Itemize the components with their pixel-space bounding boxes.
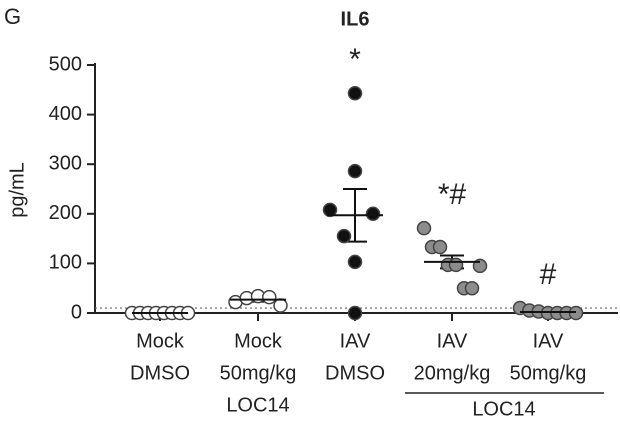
- data-point: [347, 254, 363, 270]
- x-tick-label: 50mg/kg: [510, 362, 587, 384]
- x-tick-label: Mock: [234, 330, 283, 352]
- y-tick-label: 0: [71, 301, 82, 323]
- y-tick-label: 200: [49, 202, 82, 224]
- data-point: [322, 202, 338, 218]
- x-tick-label: Mock: [136, 330, 185, 352]
- x-tick-label: IAV: [437, 330, 468, 352]
- data-point: [347, 305, 363, 321]
- y-tick-label: 300: [49, 152, 82, 174]
- data-point: [347, 163, 363, 179]
- data-point: [365, 206, 381, 222]
- x-tick-label: 50mg/kg: [220, 362, 297, 384]
- x-tick-label: DMSO: [325, 362, 385, 384]
- x-tick-label: 20mg/kg: [414, 362, 491, 384]
- chart-title: IL6: [341, 8, 370, 30]
- significance-annotation: *#: [438, 178, 467, 211]
- x-tick-label: DMSO: [130, 362, 190, 384]
- y-tick-label: 100: [49, 252, 82, 274]
- y-axis-label: pg/mL: [6, 162, 28, 218]
- data-point: [432, 239, 448, 255]
- panel-label: G: [4, 4, 21, 29]
- x-tick-label: IAV: [340, 330, 371, 352]
- x-tick-label: IAV: [533, 330, 564, 352]
- group-label: LOC14: [472, 398, 535, 420]
- y-tick-label: 500: [49, 53, 82, 75]
- x-tick-label: LOC14: [226, 394, 289, 416]
- data-point: [273, 298, 288, 313]
- data-point: [448, 257, 464, 273]
- data-point: [347, 86, 363, 101]
- data-point: [336, 228, 352, 244]
- data-point: [464, 280, 480, 296]
- significance-annotation: #: [540, 258, 557, 291]
- y-tick-label: 400: [49, 103, 82, 125]
- data-point: [262, 289, 277, 305]
- data-point: [416, 220, 432, 236]
- significance-annotation: *: [349, 43, 361, 76]
